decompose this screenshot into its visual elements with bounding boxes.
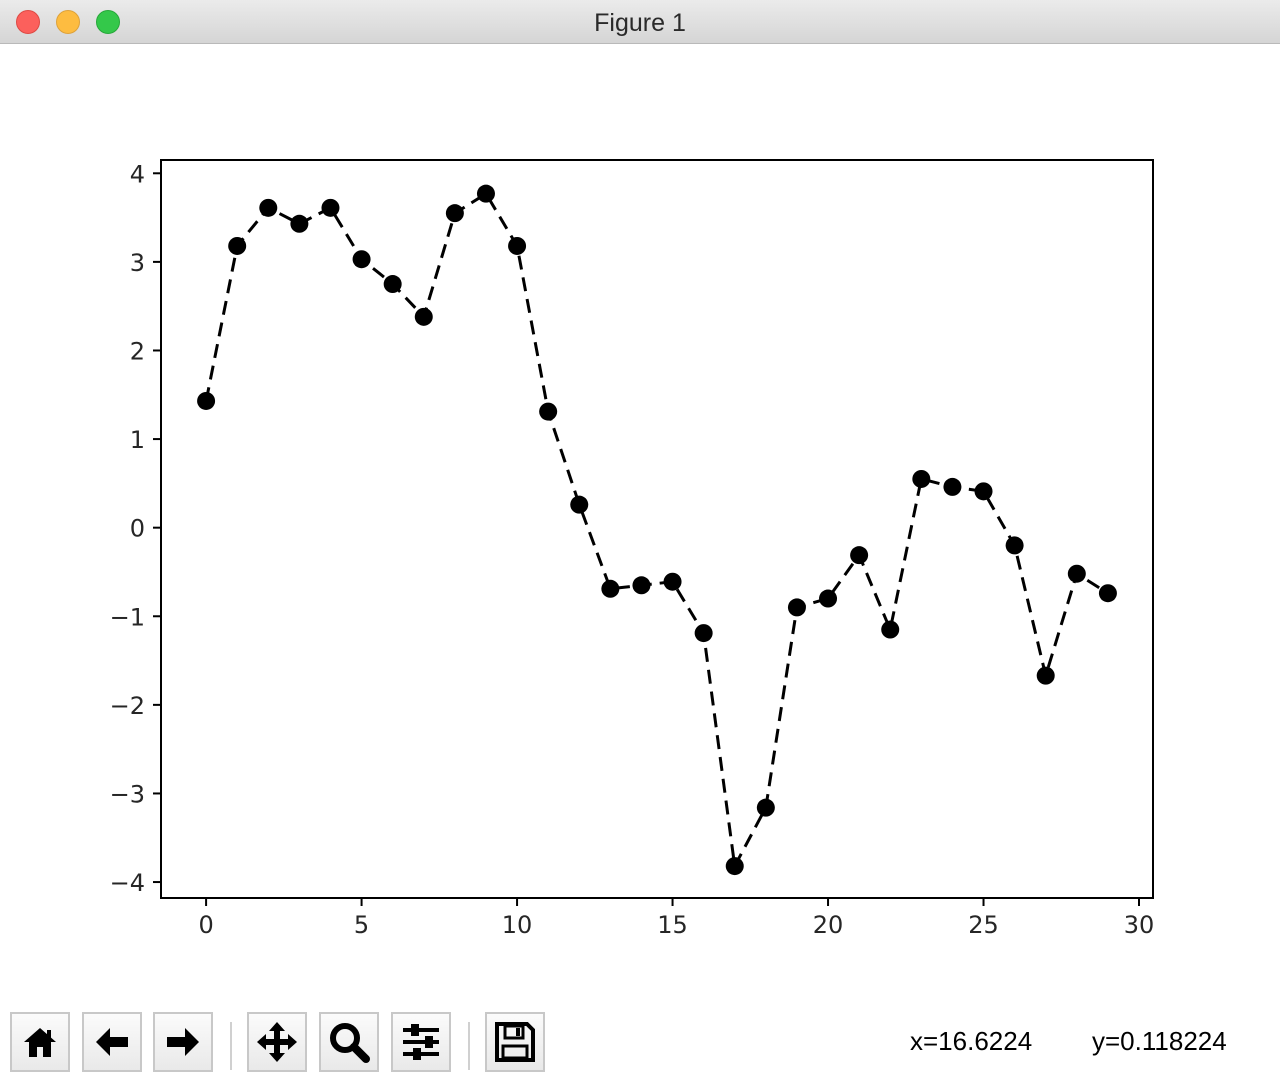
y-tick-label: 3: [130, 249, 145, 277]
data-point: [197, 391, 216, 410]
data-point: [1067, 564, 1086, 583]
x-tick-label: 0: [198, 911, 213, 939]
plot-frame: [160, 159, 1154, 899]
pan-move-icon: [257, 1022, 297, 1062]
data-point: [383, 275, 402, 294]
data-point: [352, 250, 371, 269]
window-titlebar: Figure 1: [0, 0, 1280, 44]
back-arrow-icon: [96, 1028, 128, 1056]
data-point: [570, 495, 589, 514]
minimize-window-button[interactable]: [56, 10, 80, 34]
y-tick-label: −2: [110, 692, 145, 720]
y-tick-label: 1: [130, 426, 145, 454]
y-tick-label: −3: [110, 780, 145, 808]
data-point: [445, 204, 464, 223]
data-point: [508, 236, 527, 255]
data-point: [228, 236, 247, 255]
y-tick-label: −1: [110, 603, 145, 631]
x-tick-label: 15: [657, 911, 688, 939]
data-point: [1036, 666, 1055, 685]
y-tick-label: 4: [130, 160, 145, 188]
y-tick-label: 2: [130, 337, 145, 365]
x-tick-label: 10: [502, 911, 533, 939]
data-point: [321, 198, 340, 217]
x-tick-label: 20: [813, 911, 844, 939]
save-floppy-icon: [495, 1022, 535, 1062]
y-tick-label: −4: [110, 869, 145, 897]
cursor-y-readout: y=0.118224: [1092, 1026, 1227, 1056]
data-point: [881, 620, 900, 639]
zoom-magnifier-icon: [330, 1023, 370, 1063]
configure-subplots-button[interactable]: [391, 1012, 451, 1072]
maximize-window-button[interactable]: [96, 10, 120, 34]
data-point: [912, 469, 931, 488]
data-point: [414, 307, 433, 326]
data-point: [601, 579, 620, 598]
window-title: Figure 1: [594, 9, 686, 37]
home-button[interactable]: [10, 1012, 70, 1072]
data-point: [663, 572, 682, 591]
data-point: [539, 402, 558, 421]
save-button[interactable]: [485, 1012, 545, 1072]
x-tick-label: 30: [1124, 911, 1155, 939]
subplots-sliders-icon: [403, 1024, 439, 1060]
cursor-x-readout: x=16.6224: [910, 1026, 1033, 1056]
pan-button[interactable]: [247, 1012, 307, 1072]
data-point: [476, 184, 495, 203]
toolbar-separator: [230, 1022, 232, 1070]
data-point: [819, 589, 838, 608]
data-point: [694, 624, 713, 643]
data-point: [787, 598, 806, 617]
x-tick-label: 25: [968, 911, 999, 939]
toolbar-separator: [468, 1022, 470, 1070]
data-point: [756, 798, 775, 817]
y-tick-label: 0: [130, 515, 145, 543]
data-point: [1005, 536, 1024, 555]
data-point: [974, 482, 993, 501]
zoom-button[interactable]: [319, 1012, 379, 1072]
data-point: [259, 198, 278, 217]
data-point: [632, 576, 651, 595]
data-point: [943, 477, 962, 496]
close-window-button[interactable]: [16, 10, 40, 34]
data-point: [725, 857, 744, 876]
x-tick-label: 5: [354, 911, 369, 939]
back-button[interactable]: [82, 1012, 142, 1072]
data-point: [290, 214, 309, 233]
data-point: [1098, 584, 1117, 603]
forward-button[interactable]: [153, 1012, 213, 1072]
navigation-toolbar: [0, 1008, 1280, 1088]
forward-arrow-icon: [167, 1028, 199, 1056]
home-icon: [24, 1028, 56, 1057]
series-line: [204, 191, 1109, 871]
data-point: [850, 546, 869, 565]
